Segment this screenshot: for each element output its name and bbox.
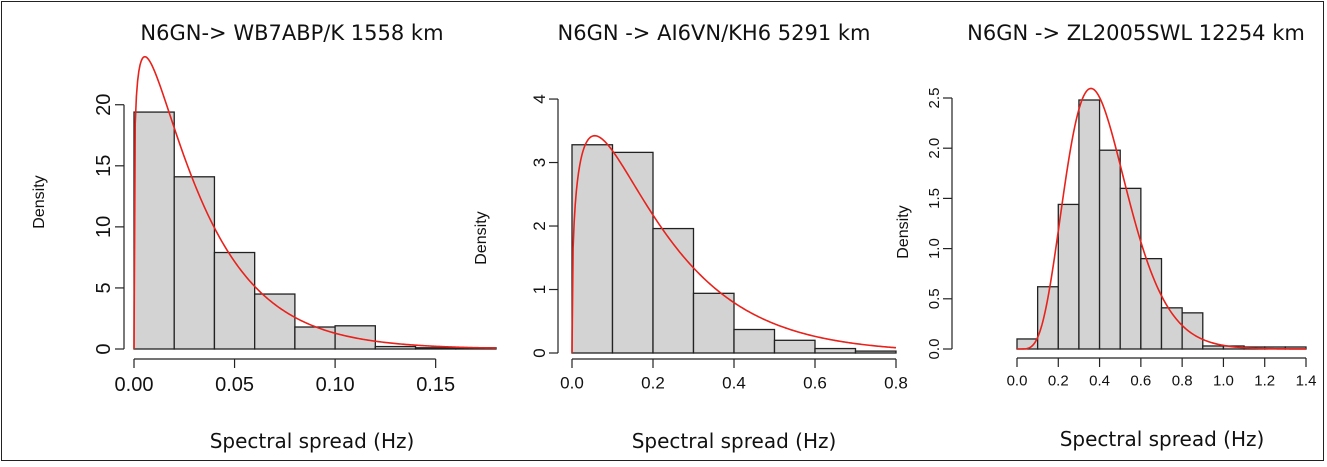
histogram-bar [1202,345,1225,350]
x-tick-label: 0.0 [1007,373,1028,390]
y-tick-label: 0 [530,348,549,357]
histogram-bar [294,326,336,350]
histogram-bar [814,347,857,354]
x-tick-label: 0.2 [1048,373,1069,390]
x-axis-label: Spectral spread (Hz) [632,429,837,453]
y-tick-label: 10 [93,216,115,238]
histogram-bar [692,292,735,354]
histogram-bar [1119,187,1142,350]
y-tick-label: 1.0 [926,238,943,259]
x-tick-label: 0.4 [722,373,746,392]
histogram-bar [854,350,897,354]
y-axis-label: Density [895,205,912,258]
fit-curve [1017,87,1306,350]
y-tick-label: 2 [530,221,549,230]
histogram-bar [1078,99,1101,350]
histogram-bar [652,227,695,354]
histogram-bar [733,328,776,354]
histogram-bar [1181,312,1204,350]
x-tick-label: 1.2 [1254,373,1275,390]
y-axis-label: Density [473,211,490,264]
y-tick-label: 2.0 [926,138,943,159]
x-tick-label: 0.8 [884,373,908,392]
y-tick-label: 4 [530,94,549,103]
histogram-bar [254,293,296,350]
y-axis-label: Density [31,175,48,228]
histogram-bar [133,111,175,350]
x-tick-label: 0.00 [115,374,154,396]
fit-curve [133,55,497,350]
histogram-bar [1140,257,1163,350]
y-tick-label: 5 [93,282,115,293]
x-tick-label: 0.15 [416,374,455,396]
y-tick-label: 3 [530,158,549,167]
y-tick-label: 20 [93,94,115,116]
x-tick-label: 0.05 [215,374,254,396]
x-tick-label: 0.4 [1089,373,1110,390]
y-tick-label: 15 [93,155,115,177]
y-tick-label: 1 [530,285,549,294]
x-axis-label: Spectral spread (Hz) [1060,427,1265,451]
y-tick-label: 2.5 [926,88,943,109]
x-tick-label: 0.2 [641,373,665,392]
x-tick-label: 0.6 [1130,373,1151,390]
x-axis-label: Spectral spread (Hz) [210,429,415,453]
fit-curve [571,134,897,354]
x-tick-label: 1.4 [1296,373,1317,390]
y-tick-label: 1.5 [926,188,943,209]
histogram-bar [173,176,216,350]
chart-title: N6GN -> ZL2005SWL 12254 km [967,21,1305,45]
histogram-bar [1098,149,1121,350]
histogram-bar [213,251,256,350]
x-tick-label: 0.10 [316,374,355,396]
x-tick-label: 1.0 [1213,373,1234,390]
histogram-bar [1057,203,1080,350]
y-tick-label: 0.5 [926,288,943,309]
histogram-bar [414,347,457,350]
chart-title: N6GN -> AI6VN/KH6 5291 km [558,21,871,45]
y-tick-label: 0 [93,343,115,354]
histogram-bar [374,345,417,350]
x-tick-label: 0.6 [803,373,827,392]
chart-title: N6GN-> WB7ABP/K 1558 km [140,21,443,45]
x-tick-label: 0.0 [560,373,584,392]
y-tick-label: 0.0 [926,339,943,360]
x-tick-label: 0.8 [1172,373,1193,390]
histogram-bar [773,339,816,354]
